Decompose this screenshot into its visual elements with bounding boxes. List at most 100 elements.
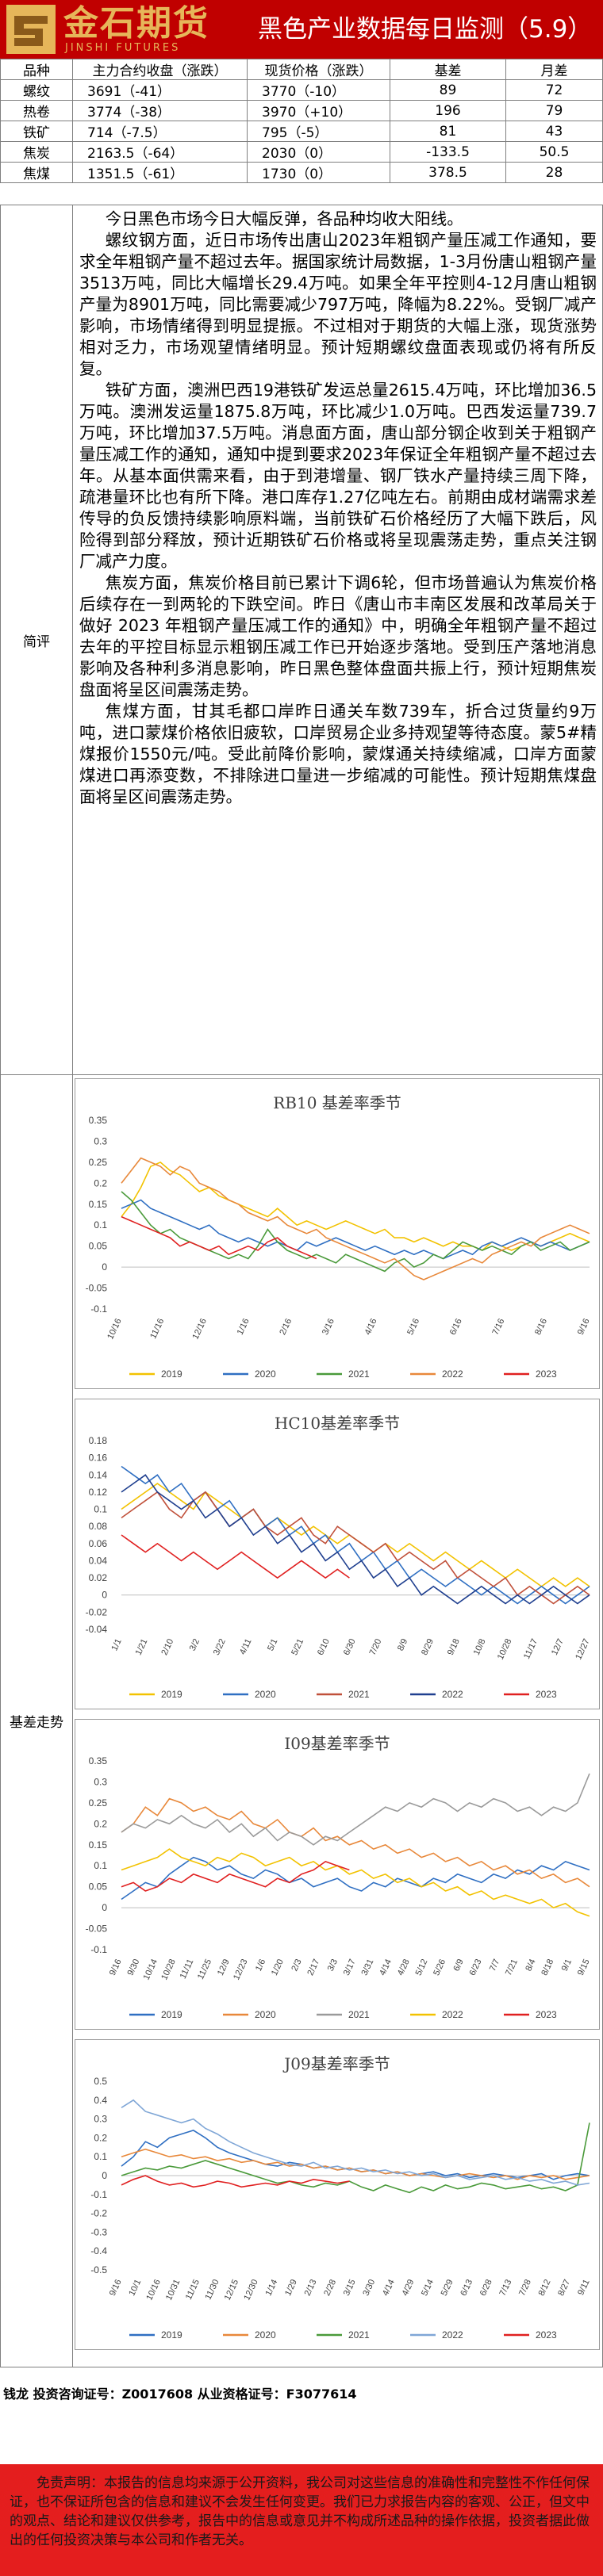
x-tick-label: 10/16 <box>144 2278 163 2302</box>
y-tick-label: 0.06 <box>89 1538 108 1549</box>
table-cell: 378.5 <box>390 162 506 183</box>
legend-label: 2021 <box>348 1689 370 1700</box>
y-tick-label: 0.1 <box>94 2151 107 2162</box>
chart-title: J09基差率季节 <box>284 2054 390 2073</box>
y-tick-label: 0.14 <box>89 1469 108 1480</box>
x-tick-label: 8/27 <box>556 2278 572 2297</box>
x-tick-label: 9/11 <box>576 2278 592 2297</box>
x-tick-label: 5/14 <box>420 2278 436 2297</box>
x-tick-label: 4/29 <box>401 2278 417 2297</box>
x-tick-label: 3/31 <box>359 1958 375 1977</box>
table-cell: 79 <box>505 100 603 121</box>
x-tick-label: 7/13 <box>497 2278 513 2297</box>
y-tick-label: 0.08 <box>89 1521 108 1532</box>
y-tick-label: 0.2 <box>94 1818 107 1829</box>
y-tick-label: -0.1 <box>90 2189 107 2200</box>
y-tick-label: 0.3 <box>94 1776 107 1787</box>
table-cell: 螺纹 <box>0 79 73 101</box>
y-tick-label: 0.18 <box>89 1435 108 1446</box>
y-tick-label: 0.5 <box>94 2076 107 2087</box>
legend-label: 2023 <box>536 2009 557 2020</box>
y-tick-label: -0.1 <box>90 1303 107 1315</box>
chart-plot: 0.35 0.3 0.25 0.2 0.15 0.1 0.05 0 -0.05 -0.1 10/16… <box>86 1115 592 1380</box>
x-tick-label: 4/14 <box>381 2278 397 2297</box>
y-tick-label: 0.02 <box>89 1572 108 1583</box>
y-tick-label: 0.2 <box>94 2132 107 2143</box>
x-tick-label: 9/16 <box>108 2278 124 2297</box>
table-cell: 1730（0） <box>247 162 390 183</box>
x-tick-label: 3/30 <box>361 2278 377 2297</box>
y-tick-label: 0.4 <box>94 2095 107 2106</box>
legend-label: 2023 <box>536 2329 557 2341</box>
x-tick-label: 11/25 <box>196 1958 213 1981</box>
y-tick-label: 0.16 <box>89 1453 108 1464</box>
comment-paragraph: 焦煤方面，甘其毛都口岸昨日通关车数739车，折合过货量约9万吨，进口蒙煤价格依旧… <box>79 702 597 806</box>
x-tick-label: 4/16 <box>363 1317 379 1336</box>
comment-label: 简评 <box>1 205 73 1074</box>
x-tick-label: 2/10 <box>159 1637 175 1656</box>
y-tick-label: 0.15 <box>89 1199 108 1210</box>
table-cell: 1351.5（-61） <box>72 162 248 183</box>
x-tick-label: 8/29 <box>420 1637 436 1656</box>
y-tick-label: 0.1 <box>94 1219 107 1231</box>
y-tick-label: 0.05 <box>89 1241 108 1252</box>
x-tick-label: 9/30 <box>125 1958 141 1977</box>
x-tick-label: 9/1 <box>560 1958 574 1973</box>
logo-english-name: JINSHI FUTURES <box>65 42 181 54</box>
series-line-2022 <box>121 1848 590 1917</box>
y-tick-label: 0.1 <box>94 1860 107 1871</box>
series-line-2023 <box>121 1861 350 1892</box>
table-cell: 43 <box>505 121 603 142</box>
x-tick-label: 3/15 <box>342 2278 358 2297</box>
x-tick-label: 3/16 <box>321 1317 336 1336</box>
comment-paragraph: 今日黑色市场今日大幅反弹，各品种均收大阳线。 <box>105 209 463 228</box>
legend-label: 2023 <box>536 1368 557 1380</box>
y-tick-label: 0.2 <box>94 1177 107 1188</box>
x-tick-label: 10/1 <box>127 2278 143 2297</box>
y-tick-label: -0.4 <box>90 2245 107 2256</box>
y-tick-label: 0 <box>102 1902 107 1913</box>
table-row: 焦炭 2163.5（-64） 2030（0） -133.5 50.5 <box>0 141 603 163</box>
x-tick-label: 12/27 <box>574 1637 592 1661</box>
series-line-2019 <box>121 1161 590 1251</box>
y-tick-label: 0.15 <box>89 1839 108 1851</box>
table-cell: -133.5 <box>390 141 506 163</box>
x-tick-label: 3/22 <box>212 1637 228 1656</box>
x-tick-label: 11/30 <box>203 2278 221 2301</box>
series-line-2022 <box>121 1157 590 1280</box>
table-cell: 铁矿 <box>0 121 73 142</box>
x-tick-label: 8/9 <box>396 1637 409 1652</box>
comment-paragraph: 铁矿方面，澳洲巴西19港铁矿发运总量2615.4万吨，环比增加36.5万吨。澳洲… <box>79 381 597 571</box>
x-tick-label: 11/16 <box>148 1317 166 1340</box>
series-line-2021 <box>121 2122 590 2194</box>
legend-label: 2020 <box>255 2329 276 2341</box>
table-cell: 3774（-38） <box>72 100 248 121</box>
analyst-contact: 钱龙 投资咨询证号：Z0017608 从业资格证号：F3077614 <box>3 2387 357 2402</box>
series-line-2023 <box>121 1215 317 1260</box>
x-tick-label: 10/8 <box>472 1637 488 1656</box>
x-tick-label: 12/15 <box>223 2278 241 2302</box>
y-tick-label: -0.05 <box>86 1283 108 1294</box>
legend-label: 2019 <box>161 1689 182 1700</box>
j09-basis-chart: J09基差率季节 0.5 0.4 0.3 0.2 0.1 0 -0.1 -0.2 -0.3 -0.… <box>75 2039 600 2350</box>
table-cell: 795（-5） <box>247 121 390 142</box>
y-tick-label: -0.3 <box>90 2226 107 2237</box>
x-tick-label: 7/7 <box>488 1958 501 1973</box>
x-tick-label: 8/4 <box>524 1958 537 1973</box>
series-line-2020 <box>121 1797 590 1888</box>
table-cell: 焦炭 <box>0 141 73 163</box>
x-tick-label: 3/2 <box>188 1637 202 1652</box>
legend-label: 2020 <box>255 1689 276 1700</box>
i09-basis-chart: I09基差率季节 0.35 0.3 0.25 0.2 0.15 0.1 0.05 0 -0.05… <box>75 1719 600 2030</box>
x-tick-label: 1/16 <box>236 1317 252 1336</box>
x-tick-label: 1/14 <box>263 2278 279 2297</box>
x-tick-label: 7/21 <box>504 1958 520 1977</box>
x-tick-label: 4/28 <box>396 1958 412 1977</box>
legend-label: 2022 <box>442 1368 463 1380</box>
table-cell: 3691（-41） <box>72 79 248 101</box>
x-tick-label: 7/16 <box>491 1317 507 1336</box>
x-tick-label: 6/30 <box>342 1637 358 1656</box>
x-tick-label: 8/16 <box>533 1317 549 1336</box>
legend-label: 2021 <box>348 2009 370 2020</box>
x-tick-label: 11/15 <box>184 2278 202 2301</box>
